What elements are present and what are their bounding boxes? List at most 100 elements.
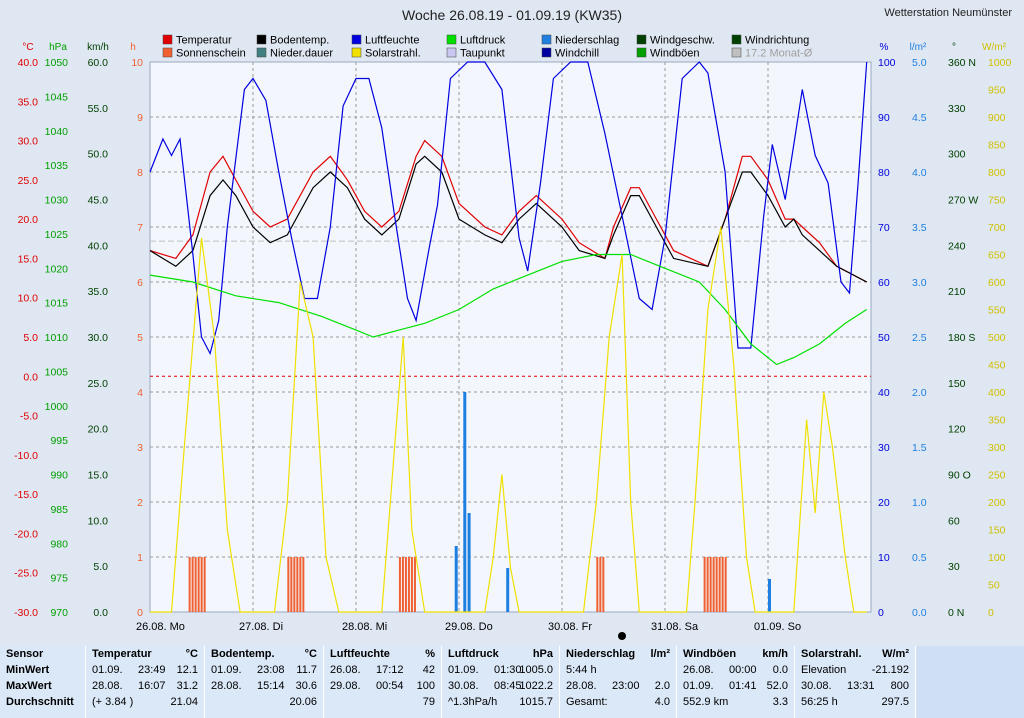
series-luftfeuchte	[149, 61, 868, 356]
axis-tick-label: 80	[878, 167, 890, 179]
axis-tick-label: 250	[988, 470, 1006, 482]
axis-unit: %	[880, 42, 889, 53]
axis-tick-label: 10	[878, 552, 890, 564]
column-header: Niederschlag l/m²	[566, 648, 670, 660]
legend-swatch	[446, 34, 457, 45]
axis-tick-label: 4.5	[912, 112, 927, 124]
axis-tick-label: 45.0	[88, 195, 109, 207]
stats-cell: 28.08. 16:07 31.2	[92, 680, 198, 692]
axis-tick-label: 330	[948, 103, 966, 115]
axis-tick-label: 50.0	[88, 149, 109, 161]
axis-tick-label: 0	[878, 607, 884, 619]
axis-tick-label: -5.0	[20, 411, 38, 423]
stats-column: Solarstrahl. W/m² Elevation -21.192 30.08. 13…	[795, 646, 916, 718]
axis-tick-label: 20.0	[88, 424, 109, 436]
axis-tick-label: 700	[988, 222, 1006, 234]
axis-tick-label: 5	[137, 332, 143, 344]
axis-tick-label: 7	[137, 222, 143, 234]
axis-tick-label: 400	[988, 387, 1006, 399]
sunshine-bar	[413, 557, 416, 612]
stats-table: Sensor MinWert MaxWert Durchschnitt Temp…	[0, 646, 1024, 718]
axis-tick-label: 1035	[45, 160, 69, 172]
row-label-avg: Durchschnitt	[6, 696, 74, 708]
axis-tick-label: 10	[131, 57, 143, 69]
column-header: Windböen km/h	[683, 648, 788, 660]
axis-tick-label: 1020	[45, 263, 69, 275]
axis-unit: °	[952, 42, 956, 53]
rain-bar	[454, 546, 458, 612]
axis-tick-label: 1045	[45, 91, 69, 103]
axis-unit: °C	[22, 42, 33, 53]
sunshine-bar	[596, 557, 599, 612]
axis-tick-label: 5.0	[93, 561, 108, 573]
stats-column: Niederschlag l/m² 5:44 h 28.08. 23:00 2.0 Gesa…	[560, 646, 677, 718]
axis-tick-label: 980	[50, 538, 68, 550]
stats-cell: 5:44 h	[566, 664, 597, 676]
sunshine-bar	[407, 557, 410, 612]
axis-tick-label: 350	[988, 415, 1006, 427]
axis-tick-label: -15.0	[14, 489, 38, 501]
axis-tick-label: 55.0	[88, 103, 109, 115]
axis-tick-label: 15.0	[18, 253, 39, 265]
axis-tick-label: 3	[137, 442, 143, 454]
axis-tick-label: -20.0	[14, 528, 38, 540]
axis-tick-label: 3.5	[912, 222, 927, 234]
axis-tick-label: 100	[878, 57, 896, 69]
legend-swatch	[351, 34, 362, 45]
day-label: 30.08. Fr	[548, 621, 592, 633]
sunshine-bar	[302, 557, 305, 612]
axis-tick-label: 950	[988, 85, 1006, 97]
chart-title: Woche 26.08.19 - 01.09.19 (KW35)	[402, 7, 622, 23]
series-bodentemp	[149, 155, 867, 283]
axis-tick-label: 650	[988, 250, 1006, 262]
row-label-max: MaxWert	[6, 680, 52, 692]
axis-tick-label: 40.0	[88, 240, 109, 252]
axis-tick-label: 2.5	[912, 332, 927, 344]
stats-cell: 01.09. 01:30 1005.0	[448, 664, 553, 676]
sunshine-bar	[712, 557, 715, 612]
legend-label: Windchill	[555, 48, 599, 60]
axis-tick-label: 6	[137, 277, 143, 289]
axis-tick-label: 985	[50, 504, 68, 516]
stats-cell: 56:25 h 297.5	[801, 696, 909, 708]
sunshine-bar	[293, 557, 296, 612]
axis-tick-label: 550	[988, 305, 1006, 317]
sunshine-bar	[398, 557, 401, 612]
sunshine-bar	[715, 557, 718, 612]
legend-label: Temperatur	[176, 35, 232, 47]
axis-tick-label: 500	[988, 332, 1006, 344]
legend-label: Windrichtung	[745, 35, 809, 47]
legend-swatch	[256, 47, 267, 58]
column-header: Temperatur °C	[92, 648, 198, 660]
legend-swatch	[636, 47, 647, 58]
axis-tick-label: 30.0	[88, 332, 109, 344]
column-header: Solarstrahl. W/m²	[801, 648, 909, 660]
day-label: 28.08. Mi	[342, 621, 387, 633]
axis-tick-label: 800	[988, 167, 1006, 179]
axis-tick-label: 120	[948, 424, 966, 436]
stats-cell: 30.08. 08:45 1022.2	[448, 680, 553, 692]
stats-column: Luftfeuchte% 26.08. 17:12 42 29.08. 00:54 100 7…	[324, 646, 442, 718]
sunshine-bar	[706, 557, 709, 612]
stats-cell: 79	[422, 696, 435, 708]
sunshine-bar	[602, 557, 605, 612]
axis-tick-label: 30.0	[18, 136, 39, 148]
stats-column: Luftdruck hPa 01.09. 01:30 1005.0 30.08. 08:45…	[442, 646, 560, 718]
legend-swatch	[446, 47, 457, 58]
axis-tick-label: 30	[948, 561, 960, 573]
sunshine-bar	[410, 557, 413, 612]
legend-swatch	[541, 47, 552, 58]
axis-tick-label: 0.5	[912, 552, 927, 564]
sunshine-bar	[296, 557, 299, 612]
axis-tick-label: 270 W	[948, 195, 978, 207]
axis-tick-label: 90	[878, 112, 890, 124]
stats-cell: 28.08. 23:00 2.0	[566, 680, 670, 692]
axis-tick-label: 0.0	[912, 607, 927, 619]
axis-tick-label: 450	[988, 360, 1006, 372]
stats-cell: (+ 3.84 ) 21.04	[92, 696, 198, 708]
sunshine-bar	[191, 557, 194, 612]
stats-column: Temperatur °C 01.09. 23:49 12.1 28.08. 16:07 31…	[86, 646, 205, 718]
axis-tick-label: 600	[988, 277, 1006, 289]
axis-unit: km/h	[87, 42, 109, 53]
axis-tick-label: 15.0	[88, 470, 109, 482]
